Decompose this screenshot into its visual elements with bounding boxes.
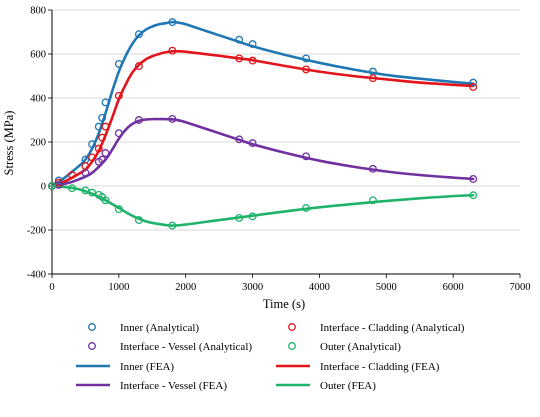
series-line-outer-fea [50, 184, 475, 227]
data-point-inner-analytical [469, 78, 478, 87]
data-point-outer-analytical [81, 186, 90, 195]
x-tick-label: 3000 [242, 282, 263, 293]
data-point-inner-analytical [98, 113, 107, 122]
data-point-interface-cladding-analytical [235, 54, 244, 63]
legend-label-inner-fea: Inner (FEA) [120, 361, 174, 373]
data-point-interface-cladding-analytical [114, 91, 123, 100]
data-point-interface-cladding-analytical [68, 171, 77, 179]
x-tick-label: 7000 [510, 282, 531, 293]
data-point-outer-analytical [235, 213, 244, 222]
data-point-inner-analytical [235, 35, 244, 44]
data-point-outer-analytical [368, 196, 377, 205]
x-axis-label: Time (s) [263, 297, 305, 311]
legend-marker-inner-analytical [88, 323, 96, 331]
legend: Inner (Analytical) Interface - Cladding (… [76, 322, 465, 392]
data-point-outer-analytical [88, 188, 97, 197]
legend-marker-interface-vessel-analytical [88, 342, 96, 350]
y-tick-label: 200 [30, 138, 46, 149]
y-tick-labels: -400 -200 0 200 400 600 800 [27, 6, 46, 281]
x-tick-label: 4000 [309, 282, 330, 293]
data-point-outer-analytical [248, 212, 257, 221]
y-tick-label: 400 [30, 94, 46, 105]
data-point-interface-vessel-analytical [101, 149, 110, 157]
data-point-interface-cladding-analytical [368, 74, 377, 83]
x-tick-labels: 0 1000 2000 3000 4000 5000 6000 7000 [49, 282, 530, 293]
legend-label-interface-cladding-analytical: Interface - Cladding (Analytical) [320, 322, 465, 334]
data-point-interface-vessel-analytical [302, 152, 311, 161]
data-point-inner-analytical [88, 140, 97, 149]
legend-label-outer-fea: Outer (FEA) [320, 380, 376, 392]
legend-label-interface-vessel-fea: Interface - Vessel (FEA) [120, 380, 227, 392]
legend-label-interface-cladding-fea: Interface - Cladding (FEA) [320, 361, 440, 373]
x-tick-label: 2000 [175, 282, 196, 293]
data-point-interface-vessel-analytical [134, 116, 143, 124]
y-axis-label: Stress (MPa) [2, 111, 16, 176]
axes [48, 9, 521, 278]
data-point-interface-cladding-analytical [168, 46, 177, 55]
data-point-interface-vessel-analytical [469, 175, 478, 183]
x-tick-label: 1000 [108, 282, 129, 293]
data-point-inner-analytical [101, 98, 110, 107]
legend-marker-outer-analytical [288, 342, 296, 350]
series-line-inner-fea [50, 20, 475, 188]
fea-series-lines [50, 20, 475, 227]
data-point-inner-analytical [54, 176, 63, 185]
x-tick-label: 6000 [443, 282, 464, 293]
data-point-outer-analytical [101, 196, 110, 205]
data-point-interface-cladding-analytical [94, 144, 103, 153]
data-point-outer-analytical [68, 184, 77, 193]
legend-label-interface-vessel-analytical: Interface - Vessel (Analytical) [120, 341, 252, 353]
data-point-interface-cladding-analytical [98, 133, 107, 142]
x-tick-label: 5000 [376, 282, 397, 293]
data-point-outer-analytical [48, 182, 56, 190]
data-point-outer-analytical [469, 191, 478, 200]
data-point-outer-analytical [114, 205, 123, 214]
legend-label-outer-analytical: Outer (Analytical) [320, 341, 401, 353]
legend-label-inner-analytical: Inner (Analytical) [120, 322, 199, 334]
data-point-inner-analytical [114, 59, 123, 68]
data-point-interface-cladding-analytical [134, 62, 143, 71]
analytical-series-markers [48, 18, 478, 230]
data-point-interface-cladding-analytical [302, 65, 311, 74]
series-line-interface-vessel-fea [50, 117, 475, 188]
data-point-interface-cladding-analytical [88, 153, 97, 162]
data-point-interface-vessel-analytical [248, 139, 257, 148]
data-point-inner-analytical [248, 40, 257, 49]
data-point-outer-analytical [302, 204, 311, 212]
data-point-interface-vessel-analytical [114, 129, 123, 138]
legend-marker-interface-cladding-analytical [288, 323, 296, 331]
data-point-interface-cladding-analytical [469, 83, 478, 91]
y-tick-label: -400 [27, 270, 46, 281]
data-point-interface-vessel-analytical [81, 168, 90, 177]
data-point-interface-vessel-analytical [235, 135, 244, 144]
data-point-inner-analytical [168, 18, 177, 27]
gridlines [52, 9, 520, 275]
data-point-outer-analytical [168, 221, 177, 230]
y-tick-label: 0 [41, 182, 46, 193]
series-line-interface-cladding-fea [50, 49, 475, 188]
data-point-interface-vessel-analytical [368, 164, 377, 173]
y-tick-label: -200 [27, 226, 46, 237]
data-point-interface-vessel-analytical [168, 114, 177, 123]
data-point-outer-analytical [134, 216, 143, 225]
data-point-interface-cladding-analytical [54, 178, 63, 187]
data-point-interface-cladding-analytical [248, 56, 257, 65]
x-tick-label: 0 [49, 282, 54, 293]
data-point-interface-cladding-analytical [101, 122, 110, 131]
data-point-interface-vessel-analytical [98, 155, 107, 164]
y-tick-label: 600 [30, 50, 46, 61]
data-point-inner-analytical [302, 54, 311, 63]
data-point-inner-analytical [134, 30, 143, 39]
y-tick-label: 800 [30, 6, 46, 17]
